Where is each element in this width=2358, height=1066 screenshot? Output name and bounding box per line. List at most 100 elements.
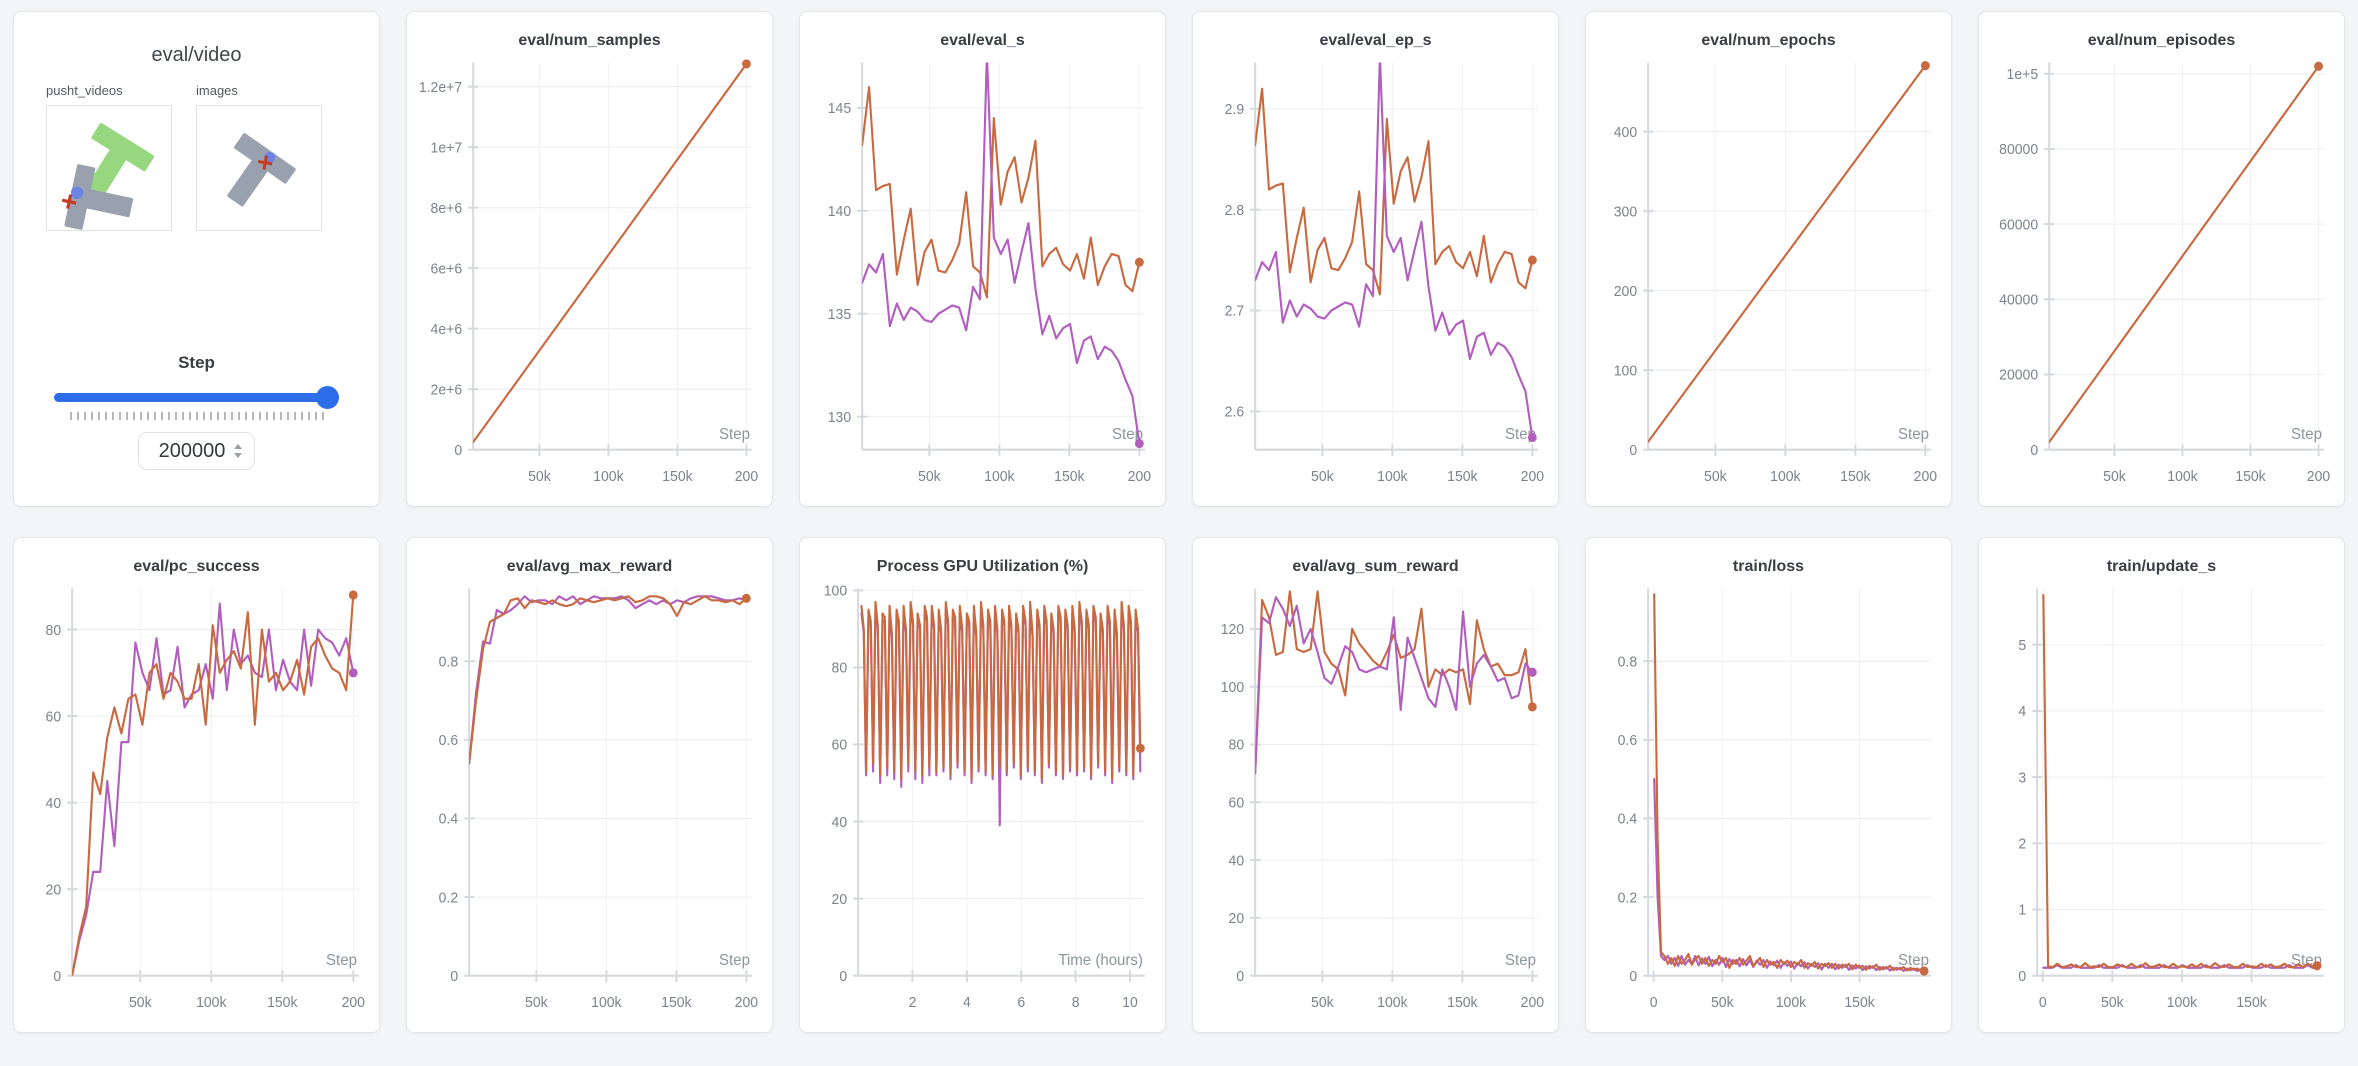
panel-title: eval/video [151,44,242,66]
svg-text:80: 80 [832,660,848,676]
svg-text:20: 20 [1229,911,1245,927]
svg-text:200: 200 [1614,284,1637,300]
chart-eval-num-samples[interactable]: 50k 100k 150k 200 0 2e+6 4e+6 6e+6 8e+6 1e+7 1.2e+… [407,52,772,506]
stepper-up-icon[interactable] [234,444,243,449]
svg-text:2.7: 2.7 [1225,304,1245,320]
panel-title: eval/eval_ep_s [1319,32,1432,49]
svg-text:6e+6: 6e+6 [431,261,463,277]
svg-text:10: 10 [1122,995,1138,1011]
images-thumbnail[interactable] [196,105,322,231]
svg-text:150k: 150k [662,469,693,485]
step-label: Step [178,353,215,372]
svg-text:150k: 150k [1844,995,1875,1011]
chart-eval-num-episodes[interactable]: 50k 100k 150k 200 0 20000 40000 60000 80000 1e+5 S… [1979,52,2344,506]
svg-text:50k: 50k [2101,995,2124,1011]
svg-text:5: 5 [2018,638,2026,654]
svg-text:145: 145 [828,101,851,117]
svg-text:200: 200 [2307,469,2330,485]
svg-text:Step: Step [1112,426,1143,443]
svg-text:100k: 100k [984,469,1015,485]
panel-title: eval/num_episodes [2087,32,2236,49]
panel-eval-pc-success: eval/pc_success 50k 100k 150k 200 0 20 40 60 80 S… [13,537,380,1033]
chart-train-update-s[interactable]: 0 50k 100k 150k 0 1 2 3 4 5 Step [1979,578,2344,1032]
svg-text:Step: Step [719,426,750,443]
svg-text:8: 8 [1072,995,1080,1011]
svg-text:135: 135 [828,307,851,323]
svg-text:2: 2 [2018,836,2026,852]
svg-text:300: 300 [1614,204,1637,220]
svg-text:0: 0 [1236,969,1244,985]
svg-text:150k: 150k [2235,469,2266,485]
chart-eval-num-epochs[interactable]: 50k 100k 150k 200 0 100 200 300 400 Step [1586,52,1951,506]
svg-text:50k: 50k [918,469,941,485]
svg-text:0.6: 0.6 [1618,733,1638,749]
svg-text:80000: 80000 [1999,142,2038,158]
svg-text:2.9: 2.9 [1225,102,1245,118]
stepper-down-icon[interactable] [234,453,243,458]
media-images: images [196,83,322,231]
svg-text:100: 100 [824,583,847,599]
svg-text:0: 0 [2018,969,2026,985]
chart-eval-avg-sum-reward[interactable]: 50k 100k 150k 200 0 20 40 60 80 100 120 Step [1193,578,1558,1032]
svg-text:200: 200 [1521,995,1544,1011]
svg-text:150k: 150k [1447,469,1478,485]
svg-text:120: 120 [1221,622,1244,638]
svg-text:100k: 100k [1776,995,1807,1011]
panel-process-gpu-utilization: Process GPU Utilization (%) 2 4 6 8 10 0 20 40 6… [799,537,1166,1033]
svg-text:50k: 50k [1711,995,1734,1011]
svg-text:100k: 100k [196,995,227,1011]
step-value: 200000 [158,440,226,462]
svg-text:3: 3 [2018,770,2026,786]
panel-eval-num-samples: eval/num_samples 50k 100k 150k 200 0 2e+6 4e+6… [406,11,773,507]
svg-text:150k: 150k [267,995,298,1011]
chart-eval-eval-ep-s[interactable]: 50k 100k 150k 200 2.6 2.7 2.8 2.9 Step [1193,52,1558,506]
chart-eval-pc-success[interactable]: 50k 100k 150k 200 0 20 40 60 80 Step [14,578,379,1032]
chart-train-loss[interactable]: 0 50k 100k 150k 0 0.2 0.4 0.6 0.8 Step [1586,578,1951,1032]
slider-thumb[interactable] [316,386,339,409]
svg-text:40: 40 [1229,853,1245,869]
svg-text:Step: Step [1505,952,1536,969]
pusht-video-thumbnail[interactable] [46,105,172,231]
chart-eval-avg-max-reward[interactable]: 50k 100k 150k 200 0 0.2 0.4 0.6 0.8 Step [407,578,772,1032]
svg-text:150k: 150k [2236,995,2267,1011]
svg-text:0.4: 0.4 [1618,811,1638,827]
svg-text:100: 100 [1614,363,1637,379]
svg-text:200: 200 [1914,469,1937,485]
svg-text:400: 400 [1614,125,1637,141]
svg-text:0: 0 [53,969,61,985]
panel-title: eval/avg_max_reward [506,558,673,575]
svg-text:50k: 50k [525,995,548,1011]
panel-title: eval/eval_s [940,32,1025,49]
svg-text:60: 60 [1229,795,1245,811]
media-row: pusht_videos [14,83,379,231]
panel-train-loss: train/loss 0 50k 100k 150k 0 0.2 0.4 0.6 0.8 Step [1585,537,1952,1033]
svg-text:100k: 100k [1377,995,1408,1011]
chart-process-gpu-utilization[interactable]: 2 4 6 8 10 0 20 40 60 80 100 Time (hours) [800,578,1165,1032]
svg-text:1e+7: 1e+7 [431,140,463,156]
svg-text:80: 80 [46,623,62,639]
svg-text:200: 200 [1128,469,1151,485]
svg-text:0: 0 [2030,443,2038,459]
svg-text:130: 130 [828,410,851,426]
svg-text:Step: Step [326,952,357,969]
chart-eval-eval-s[interactable]: 50k 100k 150k 200 130 135 140 145 Step [800,52,1165,506]
slider-track[interactable] [54,393,335,402]
panel-eval-avg-max-reward: eval/avg_max_reward 50k 100k 150k 200 0 0.2 0.… [406,537,773,1033]
svg-text:Step: Step [1898,952,1929,969]
svg-text:50k: 50k [2103,469,2126,485]
panel-eval-avg-sum-reward: eval/avg_sum_reward 50k 100k 150k 200 0 20 40 6… [1192,537,1559,1033]
panel-title: eval/num_samples [518,32,661,49]
svg-text:100k: 100k [2167,995,2198,1011]
svg-text:0.4: 0.4 [439,811,459,827]
slider-tick-ruler [70,412,325,420]
svg-text:60: 60 [832,737,848,753]
panel-eval-eval-ep-s: eval/eval_ep_s 50k 100k 150k 200 2.6 2.7 2.8 2.… [1192,11,1559,507]
step-slider[interactable] [54,385,339,409]
svg-text:50k: 50k [528,469,551,485]
step-input[interactable]: 200000 [137,432,256,470]
svg-text:140: 140 [828,204,851,220]
svg-text:20: 20 [46,882,62,898]
svg-text:0: 0 [1629,443,1637,459]
media-label: images [196,83,238,98]
svg-text:100k: 100k [1770,469,1801,485]
